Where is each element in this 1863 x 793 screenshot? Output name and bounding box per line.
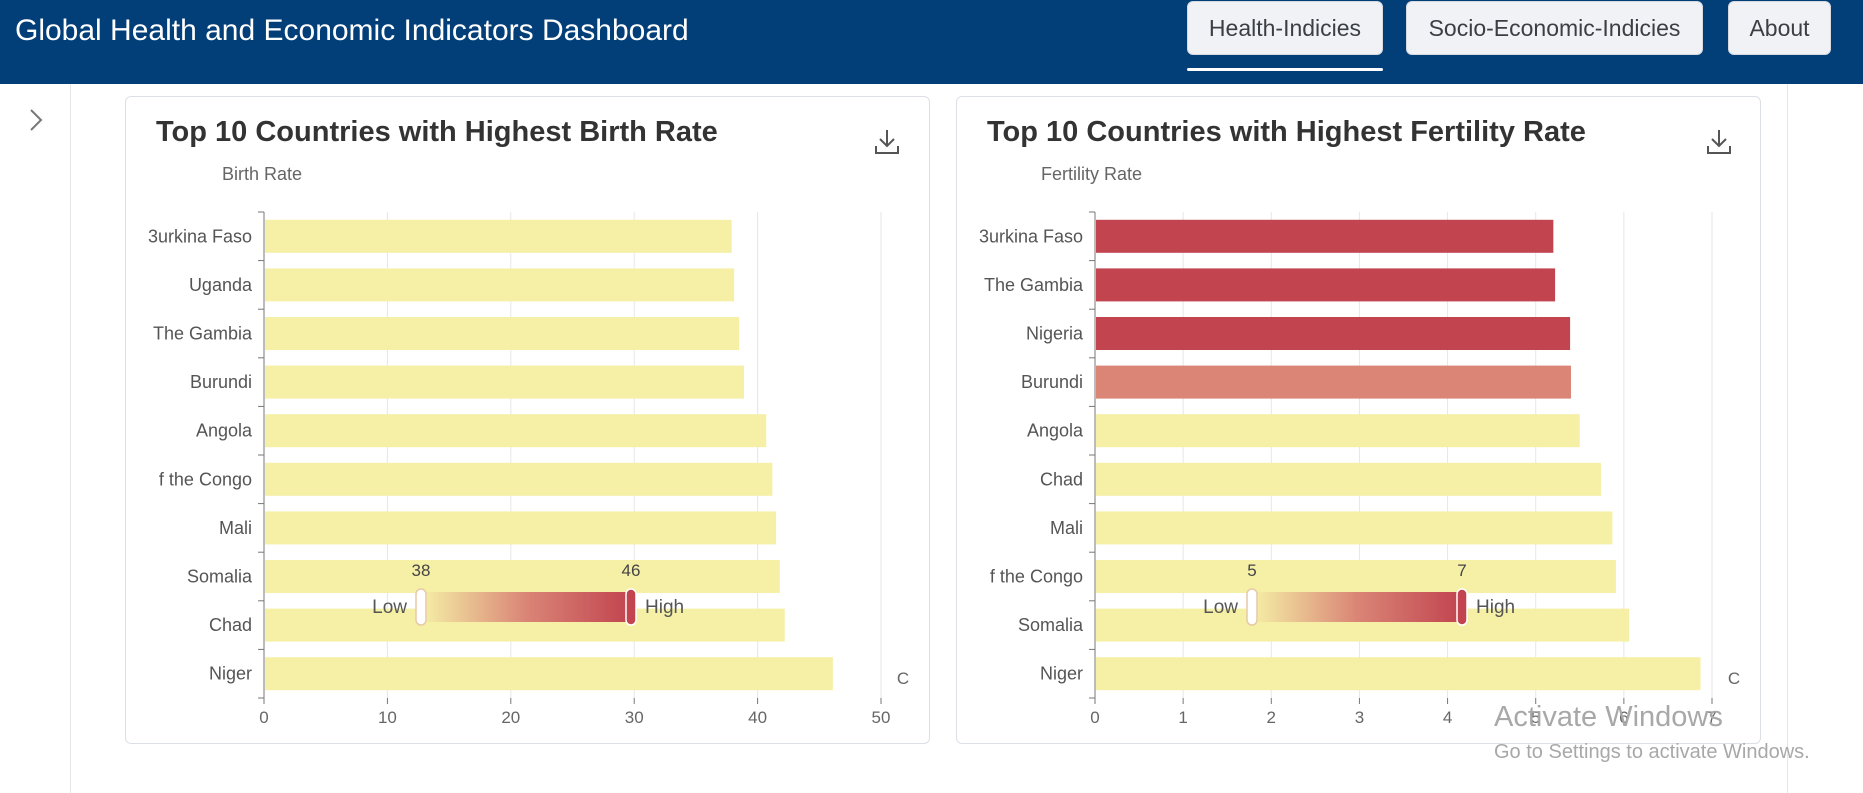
y-tick-label: f the Congo xyxy=(159,469,252,489)
y-tick-label: Burundi xyxy=(1021,372,1083,392)
bar-angola xyxy=(265,414,767,448)
y-tick-label: Burundi xyxy=(190,372,252,392)
y-tick-label: Mali xyxy=(1050,518,1083,538)
x-tick-label: 5 xyxy=(1531,708,1540,727)
scale-handle-high[interactable] xyxy=(1456,588,1468,626)
y-tick-label: f the Congo xyxy=(990,567,1083,587)
bar-uganda xyxy=(265,268,735,302)
y-tick-label: Niger xyxy=(209,664,252,684)
scale-high-label: High xyxy=(645,597,684,618)
y-axis-labels: 3urkina Faso The Gambia Nigeria Burundi Ango… xyxy=(979,226,1084,683)
x-tick-label: 50 xyxy=(872,708,891,727)
bar-nigeria xyxy=(1096,317,1571,350)
y-tick-label: 3urkina Faso xyxy=(979,226,1083,246)
bar-burundi xyxy=(1096,365,1571,399)
y-tick-label: Chad xyxy=(1040,469,1083,489)
x-tick-label: 2 xyxy=(1267,708,1276,727)
scale-low-label: Low xyxy=(372,597,407,618)
color-scale-gradient xyxy=(1252,592,1462,622)
chart-title: Top 10 Countries with Highest Fertility … xyxy=(987,116,1586,148)
download-button[interactable] xyxy=(1705,127,1733,157)
x-tick-label: 30 xyxy=(625,708,644,727)
bar-democratic-republic-of-the-congo xyxy=(265,462,773,496)
y-tick-label: Niger xyxy=(1040,664,1083,684)
chart-subtitle: Birth Rate xyxy=(222,164,303,184)
bar-the-gambia xyxy=(1096,268,1556,302)
windows-activation-hint: Go to Settings to activate Windows. xyxy=(1494,741,1810,763)
y-tick-label: Mali xyxy=(219,518,252,538)
x-tick-label: 4 xyxy=(1443,708,1452,727)
scale-low-label: Low xyxy=(1203,597,1238,618)
windows-activation-watermark: Activate Windows xyxy=(1494,701,1723,733)
y-tick-label: 3urkina Faso xyxy=(148,226,252,246)
x-tick-label: 0 xyxy=(1090,708,1099,727)
app-title: Global Health and Economic Indicators Da… xyxy=(15,14,689,47)
scale-max-value: 46 xyxy=(622,561,641,580)
color-scale-gradient xyxy=(421,592,631,622)
download-button[interactable] xyxy=(873,127,901,157)
bar-niger xyxy=(1096,657,1701,691)
y-tick-label: Chad xyxy=(209,615,252,635)
bar-chad xyxy=(1096,462,1601,496)
scale-handle-low[interactable] xyxy=(1246,588,1258,626)
x-tick-label: 6 xyxy=(1619,708,1628,727)
y-tick-label: The Gambia xyxy=(153,324,253,344)
y-tick-label: Nigeria xyxy=(1026,324,1084,344)
scale-handle-high[interactable] xyxy=(625,588,637,626)
birth-rate-card: Top 10 Countries with Highest Birth Rate… xyxy=(125,96,930,744)
sidebar-expand-button[interactable] xyxy=(22,104,50,136)
sidebar-divider xyxy=(70,84,71,793)
x-overflow-label: C xyxy=(1728,669,1740,688)
content-right-border xyxy=(1787,84,1788,793)
y-tick-label: Uganda xyxy=(189,275,253,295)
bar-the-gambia xyxy=(265,317,740,350)
y-tick-label: Somalia xyxy=(1018,615,1084,635)
fertility-rate-chart: 0 1 2 3 4 5 6 7 C 3urkina Faso The Gambia Nigeria Bu… xyxy=(979,211,1740,727)
nav-about[interactable]: About xyxy=(1728,1,1831,55)
nav-health-indicies[interactable]: Health-Indicies xyxy=(1187,1,1383,55)
bar-angola xyxy=(1096,414,1580,448)
bar-niger xyxy=(265,657,833,691)
bar-mali xyxy=(1096,511,1613,545)
nav-socio-economic-indicies[interactable]: Socio-Economic-Indicies xyxy=(1406,1,1703,55)
bar-somalia xyxy=(265,560,780,593)
scale-min-value: 5 xyxy=(1247,561,1256,580)
y-axis-labels: 3urkina Faso Uganda The Gambia Burundi Angol… xyxy=(148,226,253,683)
y-tick-label: Somalia xyxy=(187,567,253,587)
bar-democratic-republic-of-the-congo xyxy=(1096,560,1616,593)
chart-title: Top 10 Countries with Highest Birth Rate xyxy=(156,116,718,148)
x-tick-label: 40 xyxy=(748,708,767,727)
scale-high-label: High xyxy=(1476,597,1515,618)
scale-min-value: 38 xyxy=(412,561,431,580)
x-overflow-label: C xyxy=(897,669,909,688)
y-tick-label: The Gambia xyxy=(984,275,1084,295)
bar-burkina-faso xyxy=(1096,219,1554,253)
x-tick-label: 20 xyxy=(501,708,520,727)
chevron-right-icon xyxy=(30,109,43,131)
download-icon xyxy=(875,130,899,154)
scale-max-value: 7 xyxy=(1457,561,1466,580)
chart-subtitle: Fertility Rate xyxy=(1041,164,1143,184)
x-tick-label: 7 xyxy=(1707,708,1716,727)
active-tab-indicator xyxy=(1187,68,1383,71)
x-tick-label: 10 xyxy=(378,708,397,727)
y-tick-label: Angola xyxy=(196,421,253,441)
visual-map-legend: 38 46 Low High xyxy=(372,561,684,626)
x-tick-label: 3 xyxy=(1355,708,1364,727)
y-tick-label: Angola xyxy=(1027,421,1084,441)
top-navbar: Global Health and Economic Indicators Da… xyxy=(0,0,1863,84)
bar-burkina-faso xyxy=(265,219,732,253)
birth-rate-chart: 0 10 20 30 40 50 C 3urkina Faso Uganda The Gambia… xyxy=(148,211,909,727)
download-icon xyxy=(1707,130,1731,154)
bar-mali xyxy=(265,511,777,545)
fertility-rate-card: Top 10 Countries with Highest Fertility … xyxy=(956,96,1761,744)
x-tick-label: 0 xyxy=(259,708,268,727)
bar-burundi xyxy=(265,365,745,399)
visual-map-legend: 5 7 Low High xyxy=(1203,561,1515,626)
x-tick-label: 1 xyxy=(1178,708,1187,727)
scale-handle-low[interactable] xyxy=(415,588,427,626)
